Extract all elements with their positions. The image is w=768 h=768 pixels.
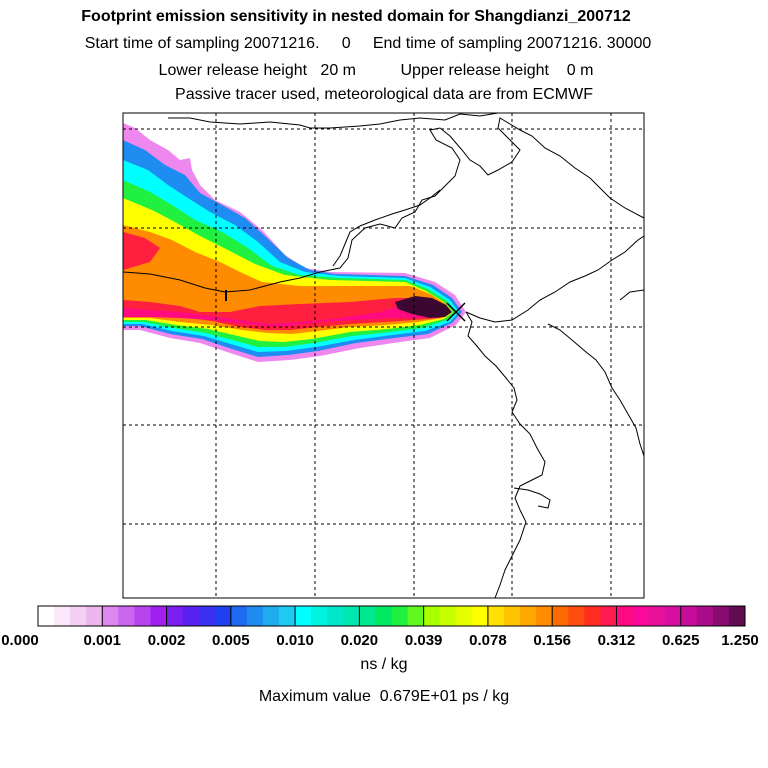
sampling-time-line: Start time of sampling 20071216. 0 End t… <box>84 35 652 52</box>
colorbar-swatch <box>86 606 103 626</box>
plume-red-layer <box>123 232 450 330</box>
colorbar-swatch <box>632 606 650 626</box>
units-label: ns / kg <box>360 656 408 673</box>
colorbar-tick-labels: 0.000 0.001 0.002 0.005 0.010 0.020 0.039 0.078… <box>1 632 759 649</box>
colorbar-swatch <box>568 606 585 626</box>
colorbar-swatch <box>584 606 601 626</box>
max-value-label: Maximum value 0.679E+01 ps / kg <box>258 688 510 705</box>
tracer-info-line: Passive tracer used, meteorological data… <box>175 86 593 103</box>
colorbar-swatch <box>423 606 441 626</box>
colorbar-swatch <box>246 606 264 626</box>
colorbar-swatch <box>552 606 569 626</box>
colorbar-swatch <box>38 606 55 626</box>
receptor-cross-icon <box>446 302 466 322</box>
colorbar-swatch <box>70 606 87 626</box>
colorbar-swatch <box>343 606 360 626</box>
colorbar-swatch <box>311 606 328 626</box>
colorbar-swatches <box>37 605 746 627</box>
colorbar-swatch <box>295 606 312 626</box>
colorbar-swatch <box>487 606 505 626</box>
colorbar-tick-label: 0.156 <box>533 632 571 649</box>
colorbar-tick-label: 0.039 <box>405 632 443 649</box>
colorbar-swatch <box>520 606 537 626</box>
colorbar-swatch <box>536 606 553 626</box>
colorbar-swatch <box>712 606 730 626</box>
release-height-line: Lower release height 20 m Upper release … <box>158 62 594 79</box>
colorbar-swatch <box>262 606 280 626</box>
colorbar-swatch <box>166 606 184 626</box>
colorbar-swatch <box>616 606 634 626</box>
colorbar-swatch <box>134 606 151 626</box>
colorbar-swatch <box>648 606 666 626</box>
colorbar-swatch <box>230 606 248 626</box>
colorbar-tick-label: 0.002 <box>148 632 186 649</box>
colorbar-swatch <box>359 606 376 626</box>
map-frame <box>122 112 645 599</box>
colorbar-swatch <box>664 606 682 626</box>
colorbar-swatch <box>182 606 200 626</box>
colorbar-swatch <box>728 606 746 626</box>
colorbar-tick-label: 0.625 <box>662 632 700 649</box>
colorbar-swatch <box>503 606 521 626</box>
colorbar-swatch <box>198 606 216 626</box>
colorbar-tick-label: 0.020 <box>341 632 379 649</box>
colorbar-tick-label: 0.078 <box>469 632 507 649</box>
colorbar-tick-label: 0.001 <box>83 632 121 649</box>
colorbar-swatch <box>150 606 168 626</box>
colorbar-swatch <box>214 606 232 626</box>
colorbar-frame <box>37 605 746 627</box>
lat-lon-grid <box>123 113 644 598</box>
colorbar-tick-label: 0.000 <box>1 632 39 649</box>
colorbar-swatch <box>118 606 135 626</box>
colorbar-swatch <box>391 606 409 626</box>
colorbar-swatch <box>375 606 392 626</box>
colorbar-swatch <box>279 606 296 626</box>
colorbar-swatch <box>471 606 489 626</box>
plume-core-layer <box>395 296 452 318</box>
map-title: Footprint emission sensitivity in nested… <box>81 8 631 25</box>
colorbar-swatch <box>680 606 698 626</box>
colorbar-swatch <box>102 606 119 626</box>
colorbar-swatch <box>696 606 714 626</box>
plume-magenta-layer <box>123 300 452 326</box>
colorbar-swatch <box>600 606 617 626</box>
coastlines <box>123 113 644 598</box>
colorbar-tick-label: 0.005 <box>212 632 250 649</box>
colorbar-tick-label: 1.250 <box>721 632 759 649</box>
colorbar-tick-label: 0.312 <box>598 632 636 649</box>
colorbar-swatch <box>439 606 457 626</box>
colorbar-swatch <box>54 606 71 626</box>
colorbar-swatch <box>455 606 473 626</box>
colorbar-tick-label: 0.010 <box>276 632 314 649</box>
colorbar-swatch <box>407 606 425 626</box>
colorbar-swatch <box>327 606 344 626</box>
